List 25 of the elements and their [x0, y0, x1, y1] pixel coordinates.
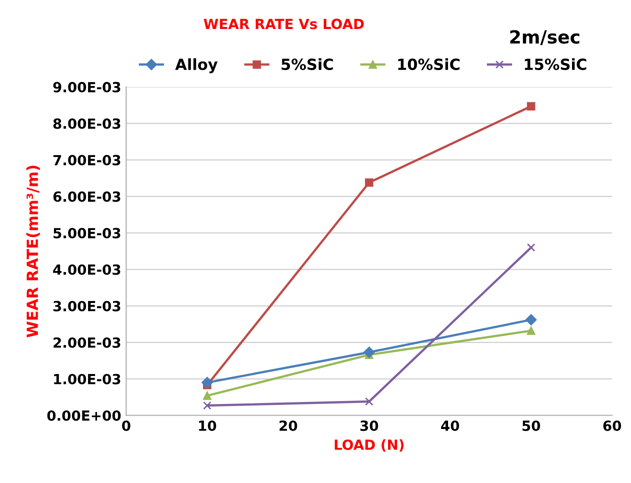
y-tick-label: 8.00E-03 — [53, 118, 120, 129]
x-tick-label: 10 — [199, 420, 216, 431]
y-tick-label: 3.00E-03 — [53, 300, 120, 312]
y-tick-label: 5.00E-03 — [54, 228, 120, 238]
x-tick-label: 50 — [522, 420, 540, 431]
y-axis-title: WEAR RATE(mm³/m) — [26, 166, 40, 338]
legend-label: 10%SiC — [398, 58, 460, 70]
chart-title: WEAR RATE Vs LOAD — [204, 18, 364, 30]
y-tick-label: 9.00E-03 — [53, 82, 120, 92]
legend-label: 5%SiC — [282, 58, 333, 70]
x-tick-label: 40 — [441, 420, 460, 431]
y-tick-label: 6.00E-03 — [53, 191, 120, 202]
y-tick-label: 7.00E-03 — [53, 154, 120, 166]
x-tick-label: 0 — [122, 420, 130, 431]
x-tick-label: 20 — [280, 420, 298, 431]
y-tick-label: 2.00E-03 — [54, 337, 120, 348]
legend-label: 15%SiC — [524, 58, 586, 70]
y-tick-label: 0.00E+00 — [47, 410, 121, 421]
y-tick-label: 1.00E-03 — [54, 374, 120, 384]
x-tick-label: 60 — [603, 420, 622, 431]
x-axis-title: LOAD (N) — [334, 439, 404, 452]
text: 2m/sec — [510, 30, 580, 46]
x-tick-label: 30 — [360, 420, 378, 431]
legend-label: Alloy — [175, 58, 218, 74]
y-tick-label: 4.00E-03 — [53, 264, 120, 275]
